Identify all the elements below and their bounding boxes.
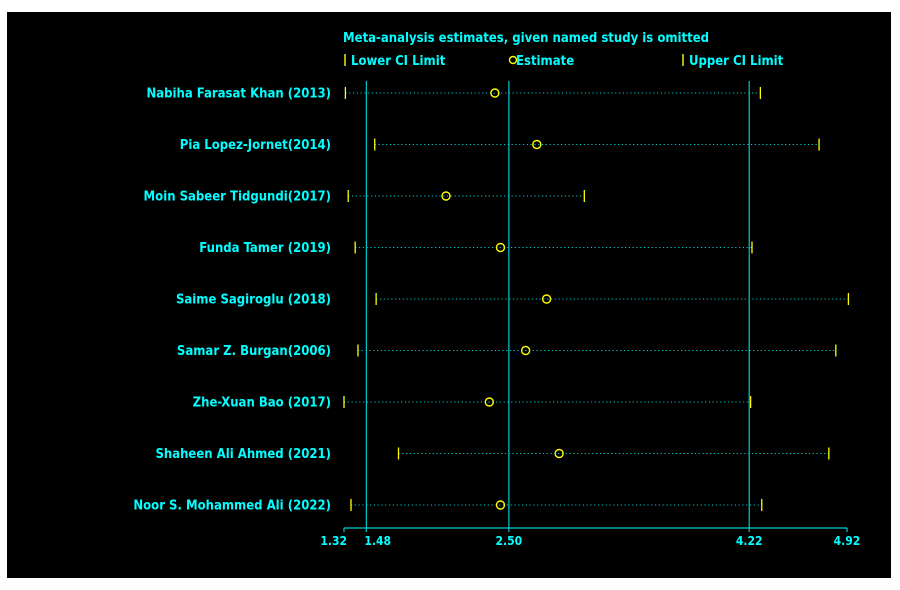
estimate-marker xyxy=(532,139,542,150)
chart-title: Meta-analysis estimates, given named stu… xyxy=(343,31,709,46)
estimate-marker xyxy=(495,242,506,253)
estimate-marker xyxy=(554,448,564,459)
study-label: Saime Sagiroglu (2018) xyxy=(176,293,331,308)
x-tick-label: 1.32 xyxy=(320,534,347,548)
legend-label-lower: Lower CI Limit xyxy=(351,54,446,69)
study-label: Funda Tamer (2019) xyxy=(199,241,331,256)
x-axis: 1.32 1.48 2.50 4.22 4.92 xyxy=(320,527,861,548)
x-tick-label: 4.92 xyxy=(834,534,861,548)
study-label: Noor S. Mohammed Ali (2022) xyxy=(133,499,331,514)
study-row: Funda Tamer (2019) xyxy=(199,241,753,256)
study-label: Nabiha Farasat Khan (2013) xyxy=(146,87,331,102)
circle-icon xyxy=(508,55,518,65)
estimate-marker xyxy=(484,397,495,407)
study-row: Samar Z. Burgan(2006) xyxy=(177,344,837,359)
reference-lines xyxy=(365,81,750,528)
study-row: Zhe-Xuan Bao (2017) xyxy=(193,396,752,411)
legend-item-estimate: Estimate xyxy=(508,54,574,69)
study-row: Saime Sagiroglu (2018) xyxy=(176,293,850,308)
estimate-marker xyxy=(541,294,552,304)
study-row: Nabiha Farasat Khan (2013) xyxy=(146,87,762,102)
legend-label-estimate: Estimate xyxy=(516,54,574,69)
study-rows: Nabiha Farasat Khan (2013) Pia Lopez-Jorn… xyxy=(133,87,850,514)
plot-background xyxy=(7,12,891,578)
study-row: Noor S. Mohammed Ali (2022) xyxy=(133,499,763,514)
study-row: Moin Sabeer Tidgundi(2017) xyxy=(144,190,585,205)
study-row: Shaheen Ali Ahmed (2021) xyxy=(155,447,830,462)
estimate-marker xyxy=(520,345,531,356)
legend-label-upper: Upper CI Limit xyxy=(689,54,784,69)
study-label: Shaheen Ali Ahmed (2021) xyxy=(155,447,331,462)
study-label: Pia Lopez-Jornet(2014) xyxy=(180,138,331,153)
estimate-marker xyxy=(441,191,451,201)
x-tick-label: 1.48 xyxy=(364,534,391,548)
estimate-marker xyxy=(490,88,500,98)
estimate-marker xyxy=(495,500,506,510)
study-label: Zhe-Xuan Bao (2017) xyxy=(193,396,331,411)
legend: Lower CI Limit Estimate Upper CI Limit xyxy=(344,54,784,69)
study-label: Moin Sabeer Tidgundi(2017) xyxy=(144,190,331,205)
legend-item-lower: Lower CI Limit xyxy=(344,54,446,69)
x-tick-label: 4.22 xyxy=(736,534,763,548)
study-row: Pia Lopez-Jornet(2014) xyxy=(180,138,820,153)
x-tick-label: 2.50 xyxy=(496,534,523,548)
legend-item-upper: Upper CI Limit xyxy=(682,54,784,69)
study-label: Samar Z. Burgan(2006) xyxy=(177,344,331,359)
